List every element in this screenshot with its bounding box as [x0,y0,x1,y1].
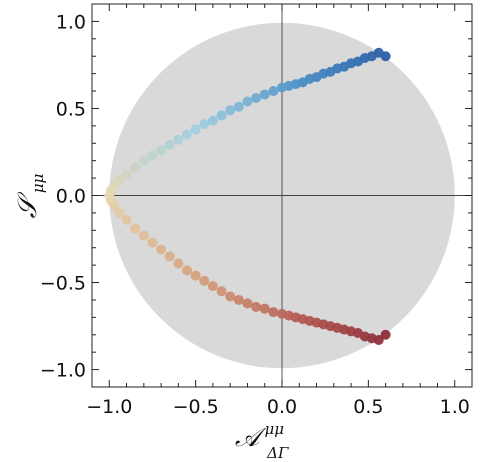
data-point [182,129,192,140]
data-point [242,96,253,107]
data-point [114,207,125,218]
x-axis-ticks: −1.0 −0.5 0.0 0.5 1.0 [86,4,473,418]
data-point [251,301,262,312]
plot-area [92,4,472,387]
data-point [138,155,149,166]
y-axis-title: 𝒮 μμ [13,174,47,219]
y-tick-label: −1.0 [40,360,86,382]
data-point [147,150,158,161]
data-point [225,291,236,302]
data-point [190,270,201,281]
y-tick-label: −0.5 [40,273,86,295]
data-point [259,303,270,314]
x-axis-title-sup: μμ [265,420,285,438]
data-point [130,162,141,173]
data-point [156,244,167,255]
data-point [121,169,132,180]
data-point [164,140,175,151]
data-point [242,298,253,309]
data-point [233,294,244,305]
data-point [277,82,287,93]
data-point [164,251,175,262]
y-axis-title-main: 𝒮 [13,191,43,218]
data-point [259,89,270,100]
x-axis-title-sub: ΔΓ [266,444,289,462]
y-tick-label: 1.0 [56,11,86,33]
data-point [199,275,210,286]
data-point [207,115,218,126]
data-point [138,230,149,241]
data-points [104,47,391,345]
data-point [147,237,158,248]
data-point [233,101,244,112]
data-point [225,105,236,116]
data-point [156,145,167,156]
data-point [121,214,132,225]
x-tick-label: 1.0 [440,396,470,418]
data-point [109,200,120,211]
data-point [268,86,279,97]
data-point [216,286,227,297]
data-point [130,223,141,234]
data-point [182,265,192,276]
data-point [173,134,184,145]
x-axis-title-main: 𝒜 [235,423,267,453]
y-tick-label: 0.0 [56,186,86,208]
x-tick-label: −1.0 [86,396,132,418]
data-point [190,124,201,135]
x-tick-label: −0.5 [173,396,219,418]
y-axis-title-sub: μμ [29,174,47,194]
x-tick-label: 0.5 [353,396,383,418]
data-point [207,281,218,292]
data-point [380,329,391,340]
data-point [173,258,184,269]
x-axis-title: 𝒜 μμ ΔΓ [235,419,289,462]
x-tick-label: 0.0 [267,396,297,418]
data-point [268,307,279,318]
data-point [373,334,384,345]
data-point [199,119,210,130]
data-point [251,93,262,104]
data-point [216,110,227,121]
y-axis-ticks: −1.0 −0.5 0.0 0.5 1.0 [40,3,472,388]
y-tick-label: 0.5 [56,98,86,120]
